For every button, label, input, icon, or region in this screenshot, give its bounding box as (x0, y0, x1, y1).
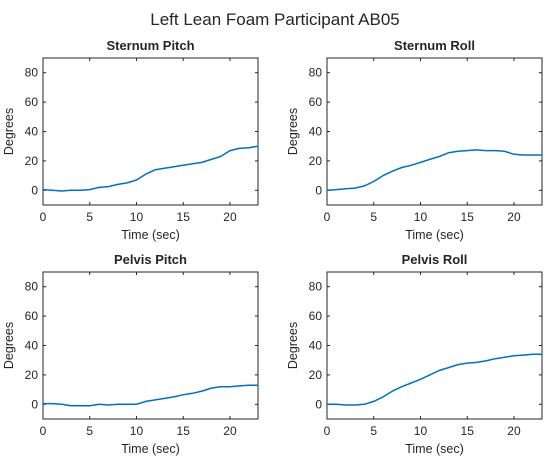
subplot-2: Sternum Roll 0 5 10 15 20 0 20 40 60 80 Time (sec) D… (286, 38, 543, 242)
x-tick-label: 20 (223, 424, 237, 438)
x-tick-label: 0 (324, 424, 331, 438)
y-tick-label: 40 (309, 125, 323, 139)
y-tick-label: 40 (25, 339, 39, 353)
subplot-title: Sternum Roll (394, 38, 475, 53)
x-tick-label: 5 (370, 210, 377, 224)
x-tick-label: 15 (177, 424, 191, 438)
x-axis-label: Time (sec) (405, 442, 464, 456)
y-tick-label: 0 (315, 183, 322, 197)
y-tick-label: 20 (25, 154, 39, 168)
y-tick-label: 60 (25, 95, 39, 109)
y-tick-label: 20 (25, 368, 39, 382)
x-tick-label: 10 (414, 424, 428, 438)
series-line-1 (326, 149, 543, 192)
x-tick-label: 5 (370, 424, 377, 438)
x-tick-label: 10 (414, 210, 428, 224)
y-tick-label: 20 (309, 154, 323, 168)
figure-title: Left Lean Foam Participant AB05 (150, 10, 400, 29)
x-tick-label: 10 (130, 210, 144, 224)
y-tick-label: 0 (315, 397, 322, 411)
y-tick-label: 60 (25, 309, 39, 323)
plot-area (326, 271, 543, 420)
y-tick-label: 80 (25, 66, 39, 80)
x-tick-label: 0 (324, 210, 331, 224)
x-axis-label: Time (sec) (121, 228, 180, 242)
plot-area (326, 57, 543, 206)
subplot-title: Pelvis Pitch (114, 252, 187, 267)
x-tick-label: 20 (223, 210, 237, 224)
x-tick-label: 20 (507, 424, 521, 438)
series-line-1 (42, 145, 259, 192)
x-tick-label: 15 (461, 210, 475, 224)
series-line-1 (326, 353, 543, 406)
y-tick-label: 60 (309, 309, 323, 323)
y-axis-label: Degrees (286, 108, 300, 155)
y-axis-label: Degrees (286, 322, 300, 369)
subplot-1: Sternum Pitch 0 5 10 15 20 0 20 40 60 80 Time (sec)… (2, 38, 259, 242)
y-tick-label: 20 (309, 368, 323, 382)
plot-area (42, 57, 259, 206)
y-tick-label: 0 (31, 397, 38, 411)
x-tick-label: 10 (130, 424, 144, 438)
x-tick-label: 15 (461, 424, 475, 438)
subplot-4: Pelvis Roll 0 5 10 15 20 0 20 40 60 80 Time (sec) De… (286, 252, 543, 456)
subplot-title: Pelvis Roll (402, 252, 468, 267)
x-tick-label: 0 (40, 210, 47, 224)
subplot-title: Sternum Pitch (106, 38, 194, 53)
x-tick-label: 5 (86, 210, 93, 224)
y-tick-label: 60 (309, 95, 323, 109)
y-tick-label: 40 (25, 125, 39, 139)
y-tick-label: 80 (309, 66, 323, 80)
x-tick-label: 15 (177, 210, 191, 224)
x-axis-label: Time (sec) (405, 228, 464, 242)
x-tick-label: 0 (40, 424, 47, 438)
x-tick-label: 20 (507, 210, 521, 224)
subplot-3: Pelvis Pitch 0 5 10 15 20 0 20 40 60 80 Time (sec) D… (2, 252, 259, 456)
y-tick-label: 80 (309, 280, 323, 294)
x-axis-label: Time (sec) (121, 442, 180, 456)
plot-area (42, 271, 259, 420)
x-tick-label: 5 (86, 424, 93, 438)
y-axis-label: Degrees (2, 322, 16, 369)
subplot-grid: Sternum Pitch 0 5 10 15 20 0 20 40 60 80 Time (sec)… (2, 38, 543, 456)
y-tick-label: 80 (25, 280, 39, 294)
series-line-1 (42, 384, 259, 407)
y-axis-label: Degrees (2, 108, 16, 155)
y-tick-label: 40 (309, 339, 323, 353)
y-tick-label: 0 (31, 183, 38, 197)
